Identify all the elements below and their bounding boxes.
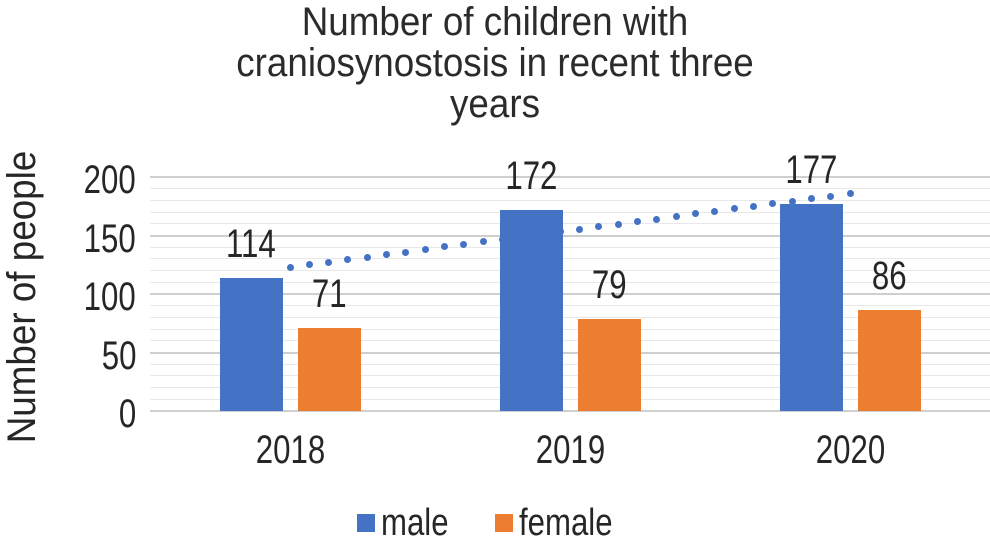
bar-female — [577, 318, 641, 411]
gridline — [150, 281, 990, 283]
trend-dot — [653, 215, 661, 223]
gridline — [150, 375, 990, 377]
gridline — [150, 223, 990, 225]
bar-male — [779, 203, 843, 411]
trend-dot — [556, 228, 564, 236]
gridline — [150, 176, 990, 178]
trend-dot — [576, 225, 584, 233]
legend-swatch-female — [495, 514, 514, 532]
trend-dot — [286, 263, 294, 271]
gridline — [150, 410, 990, 412]
legend: male female — [0, 503, 990, 541]
gridline — [150, 199, 990, 201]
data-label: 79 — [591, 262, 627, 307]
gridline — [150, 316, 990, 318]
gridline — [150, 340, 990, 342]
legend-swatch-male — [356, 514, 375, 532]
trend-dot — [498, 235, 506, 243]
bar-male — [219, 277, 283, 411]
plot-area: 114 172 177 71 79 86 — [150, 150, 990, 412]
bar-female — [297, 327, 361, 411]
trend-dot — [614, 220, 622, 228]
trend-dot — [749, 202, 757, 210]
trend-dot — [440, 243, 448, 251]
trend-dot — [788, 197, 796, 205]
legend-item-female: female — [495, 503, 633, 541]
trend-dot — [460, 240, 468, 248]
trend-dot — [711, 207, 719, 215]
chart-title: Number of children with craniosynostosis … — [0, 2, 990, 125]
gridline — [150, 246, 990, 248]
trend-dot — [537, 230, 545, 238]
legend-label: female — [519, 502, 613, 541]
trend-dot — [402, 248, 410, 256]
legend-item-male: male — [356, 502, 463, 541]
y-tick-label: 50 — [101, 333, 136, 378]
y-tick-label: 150 — [83, 216, 136, 261]
gridline — [150, 328, 990, 330]
gridline — [150, 234, 990, 237]
gridline — [150, 270, 990, 272]
trend-dot — [363, 253, 371, 261]
trend-dot — [595, 223, 603, 231]
trend-dot — [421, 246, 429, 254]
trend-dot — [305, 261, 313, 269]
x-category-label: 2018 — [255, 428, 325, 472]
trend-dot — [383, 251, 391, 259]
gridline — [150, 387, 990, 389]
gridline — [150, 188, 990, 190]
trend-dot — [344, 256, 352, 264]
data-label: 86 — [871, 254, 907, 299]
trend-dot — [325, 258, 333, 266]
trend-dot — [769, 200, 777, 208]
trend-dot — [807, 195, 815, 203]
chart-title-line: Number of children with — [301, 0, 689, 44]
trend-dot — [634, 218, 642, 226]
bar-male — [499, 209, 563, 411]
gridline — [150, 293, 990, 295]
data-label: 114 — [226, 221, 276, 266]
trend-dot — [672, 212, 680, 220]
y-tick-label: 200 — [83, 158, 136, 202]
y-tick-label: 0 — [118, 392, 136, 436]
data-label: 172 — [504, 153, 558, 198]
bar-female — [857, 310, 921, 411]
y-tick-label: 100 — [83, 275, 136, 319]
gridline — [150, 398, 990, 400]
trend-dot — [479, 238, 487, 246]
gridline — [150, 305, 990, 307]
trend-dot — [692, 210, 700, 218]
chart-title-line: craniosynostosis in recent three — [236, 41, 754, 85]
trend-dot — [730, 205, 738, 213]
gridline — [150, 211, 990, 213]
data-label: 71 — [311, 271, 347, 316]
trend-dot — [846, 190, 854, 198]
gridline — [150, 363, 990, 365]
x-category-label: 2019 — [535, 428, 605, 472]
trend-dot — [827, 192, 835, 200]
gridline — [150, 351, 990, 354]
x-axis-labels: 2018 2019 2020 — [150, 430, 990, 470]
x-category-label: 2020 — [815, 428, 885, 472]
legend-label: male — [380, 502, 449, 541]
chart-title-line: years — [450, 82, 540, 126]
data-label: 177 — [784, 147, 838, 192]
y-axis-tick-labels: 0 50 100 150 200 — [0, 160, 150, 434]
gridline — [150, 258, 990, 260]
trend-dot — [518, 233, 526, 241]
